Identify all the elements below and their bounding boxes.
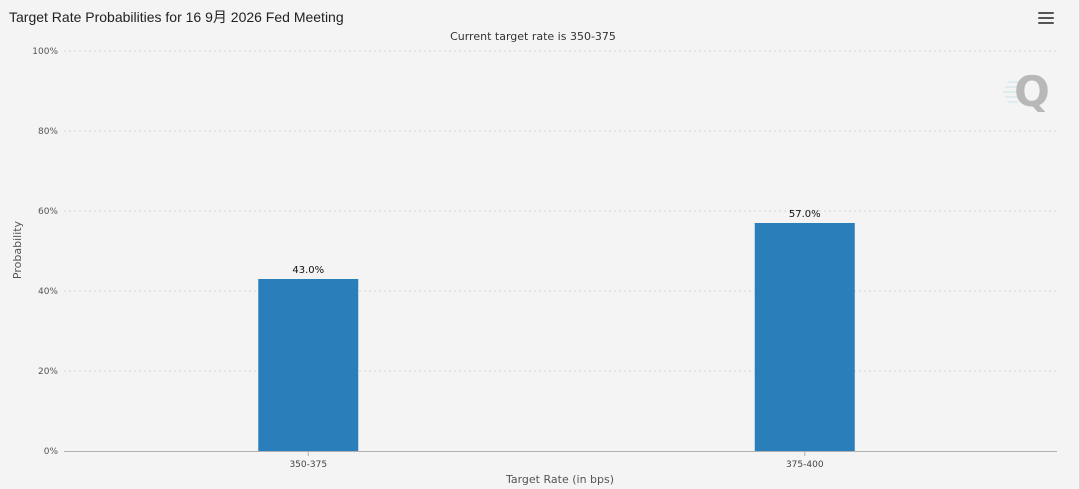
y-tick-label: 0% [44, 447, 59, 457]
bar-350-375[interactable] [258, 279, 359, 451]
bar-375-400[interactable] [754, 223, 855, 451]
y-tick-label: 40% [38, 287, 58, 297]
y-tick-label: 80% [38, 127, 58, 137]
x-axis-title: Target Rate (in bps) [505, 473, 614, 486]
chart-title: Target Rate Probabilities for 16 9月 2026… [9, 9, 344, 25]
x-category-label: 350-375 [289, 460, 327, 470]
bar-value-label: 43.0% [292, 265, 324, 276]
watermark-logo-icon: Q [1003, 67, 1050, 116]
y-tick-label: 60% [38, 207, 58, 217]
bar-value-label: 57.0% [789, 209, 821, 220]
y-tick-label: 20% [38, 367, 58, 377]
bars: 43.0% 57.0% [258, 209, 855, 451]
hamburger-menu-icon[interactable] [1038, 12, 1054, 26]
grid-lines [64, 50, 1057, 372]
chart-subtitle: Current target rate is 350-375 [450, 30, 616, 43]
x-category-label: 375-400 [786, 460, 824, 470]
watermark-letter: Q [1014, 67, 1050, 116]
x-axis-categories: 350-375 375-400 [289, 451, 824, 470]
y-axis-title: Probability [11, 220, 24, 279]
y-tick-label: 100% [32, 47, 58, 57]
y-axis-ticks: 0% 20% 40% 60% 80% 100% [32, 47, 58, 457]
